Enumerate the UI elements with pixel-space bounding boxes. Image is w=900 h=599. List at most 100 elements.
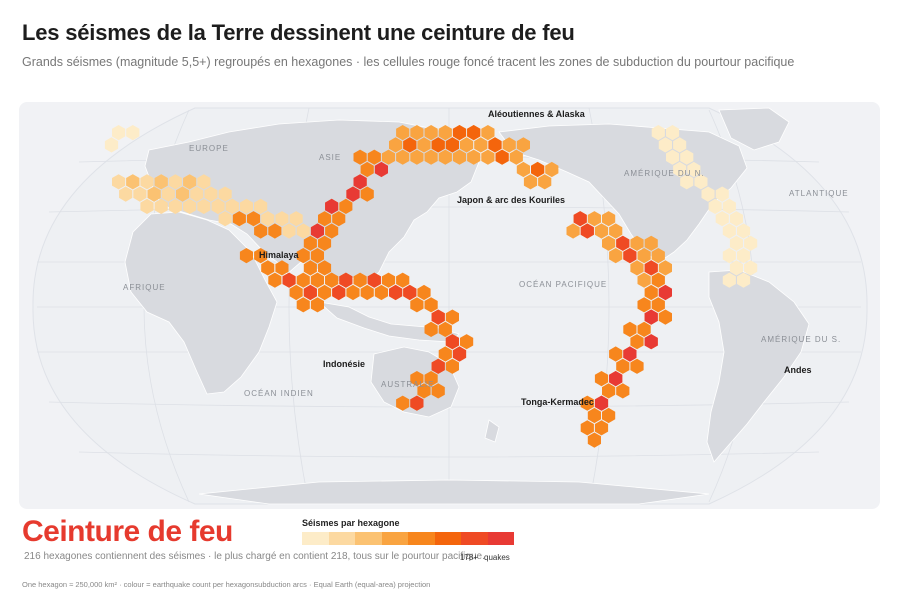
- hexbin-cell: [438, 346, 452, 362]
- hexbin-cell: [658, 137, 672, 153]
- hexbin-cell: [467, 149, 481, 165]
- hexbin-cell: [360, 186, 374, 202]
- hexbin-cell: [573, 211, 587, 227]
- hexbin-cell: [310, 223, 324, 239]
- hexbin-cell: [445, 137, 459, 153]
- hexbin-cell: [587, 407, 601, 424]
- hexbin-cell: [481, 125, 495, 141]
- hexbin-cell: [254, 248, 268, 264]
- hexbin-cell: [275, 260, 289, 276]
- hexbin-cell: [580, 223, 594, 239]
- chart-subtitle: Grands séismes (magnitude 5,5+) regroupé…: [22, 55, 795, 69]
- legend-swatch: [381, 532, 408, 545]
- map-panel: EUROPE ASIE AFRIQUE AMÉRIQUE DU N. ATLAN…: [19, 102, 880, 509]
- hexbin-cell: [594, 395, 609, 411]
- hexbin-cell: [261, 260, 275, 276]
- hexbin-cell: [204, 186, 218, 202]
- land-indonesia: [317, 301, 460, 343]
- hexbin-cell: [630, 235, 644, 251]
- legend-swatch: [408, 532, 435, 545]
- hexbin-cell: [325, 223, 339, 239]
- hexbin-cell: [502, 137, 516, 153]
- hexbin-cell: [566, 223, 580, 239]
- hexbin-cell: [594, 223, 609, 239]
- hexbin-cell: [325, 272, 339, 288]
- hexbin-cell: [360, 284, 374, 301]
- hexbin-cell: [701, 186, 715, 202]
- hexbin-cell: [509, 149, 523, 165]
- hexbin-cell: [545, 161, 559, 178]
- land-newzealand: [484, 419, 500, 443]
- hexbin-cell: [154, 198, 168, 214]
- hexbin-cell: [168, 198, 182, 214]
- hexbin-cell: [367, 149, 381, 165]
- hexbin-cell: [715, 211, 729, 227]
- hexbin-cell: [261, 211, 275, 227]
- hexbin-cell: [296, 248, 310, 264]
- hexbin-cell: [467, 125, 481, 141]
- hexbin-cell: [431, 358, 445, 374]
- hexbin-cell: [673, 161, 687, 178]
- hexbin-cell: [658, 309, 672, 325]
- legend-swatch: [302, 532, 329, 545]
- hexbin-cell: [318, 260, 332, 276]
- hexbin-cell: [715, 186, 729, 202]
- hexbin-cell: [452, 149, 467, 165]
- region-label-ocean-indien: OCÉAN INDIEN: [244, 389, 314, 398]
- hexbin-cell: [644, 235, 658, 251]
- hexbin-cell: [580, 395, 594, 411]
- hexbin-cell: [424, 297, 438, 313]
- hexbin-cell: [445, 309, 459, 325]
- region-label-asie: ASIE: [319, 153, 341, 162]
- hexbin-cell: [666, 125, 680, 141]
- hexbin-cell: [140, 198, 154, 214]
- hexbin-cell: [303, 284, 317, 301]
- hexbin-cell: [140, 174, 154, 190]
- hexbin-cell: [360, 161, 374, 178]
- hexbin-cell: [680, 149, 694, 165]
- hexbin-cell: [609, 371, 623, 387]
- hexbin-cell: [523, 174, 538, 190]
- hexbin-cell: [410, 125, 424, 141]
- hexbin-cell: [722, 198, 736, 214]
- hexbin-cell: [389, 137, 403, 153]
- region-label-australie: AUSTRALIE: [381, 380, 434, 389]
- hexbin-cell: [353, 149, 367, 165]
- hexbin-cell: [211, 198, 225, 214]
- hexbin-cell: [218, 186, 232, 202]
- hexbin-cell: [580, 420, 594, 436]
- hexbin-cell: [644, 260, 658, 276]
- hexbin-cell: [417, 137, 431, 153]
- hexbin-layer: [104, 125, 758, 448]
- land-greenland: [718, 107, 790, 151]
- hexbin-cell: [310, 272, 324, 288]
- hexbin-cell: [616, 383, 630, 399]
- hexbin-cell: [303, 260, 317, 276]
- hexbin-cell: [424, 149, 438, 165]
- hexbin-cell: [474, 137, 488, 153]
- world-map: EUROPE ASIE AFRIQUE AMÉRIQUE DU N. ATLAN…: [32, 107, 868, 505]
- hexbin-cell: [658, 260, 672, 276]
- hexbin-cell: [531, 161, 545, 178]
- hexbin-cell: [637, 272, 651, 288]
- chart-title: Les séismes de la Terre dessinent une ce…: [22, 20, 575, 45]
- hexbin-cell: [154, 174, 168, 190]
- hexbin-cell: [438, 125, 452, 141]
- hexbin-cell: [602, 211, 616, 227]
- land-south-america: [706, 269, 810, 463]
- hexbin-cell: [737, 272, 751, 288]
- hexbin-cell: [431, 137, 445, 153]
- region-label-europe: EUROPE: [189, 144, 229, 153]
- hexbin-cell: [268, 272, 282, 288]
- hexbin-cell: [651, 125, 665, 141]
- hexbin-cell: [644, 284, 658, 301]
- hexbin-cell: [651, 272, 665, 288]
- hexbin-cell: [438, 149, 452, 165]
- hexbin-cell: [460, 334, 474, 350]
- hexbin-cell: [680, 174, 694, 190]
- hexbin-cell: [247, 211, 261, 227]
- legend-max-label: 178+: [460, 553, 479, 562]
- hexbin-cell: [587, 211, 601, 227]
- hexbin-cell: [403, 137, 417, 153]
- region-label-atlantique: ATLANTIQUE: [789, 189, 849, 198]
